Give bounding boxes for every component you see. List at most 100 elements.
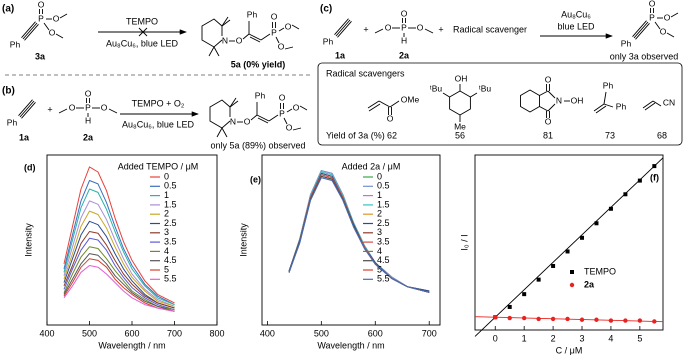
x-tick-label: 600 xyxy=(124,328,139,338)
atom: O xyxy=(279,92,286,102)
x-tick-label: 500 xyxy=(82,328,97,338)
spectrum-line xyxy=(63,166,175,304)
x-axis-title: Wavelength / nm xyxy=(317,340,384,350)
spectrum-line xyxy=(63,220,175,309)
plus: + xyxy=(47,104,52,114)
legend-label: 5.5 xyxy=(377,274,390,284)
atom: O xyxy=(278,41,285,51)
x-tick-label: 700 xyxy=(167,328,182,338)
data-point xyxy=(623,318,628,323)
atom: O xyxy=(49,27,56,37)
data-point xyxy=(536,316,541,322)
data-point xyxy=(551,263,556,268)
scavenger-structure: O O N OH xyxy=(520,74,583,126)
yield-value: 56 xyxy=(455,130,465,140)
legend-label: 3 xyxy=(164,227,169,237)
atom: N xyxy=(556,95,562,105)
atom: O xyxy=(271,11,278,21)
atom: Ph xyxy=(616,101,627,111)
spectrum-line xyxy=(63,231,175,309)
y-axis-title: Intensity xyxy=(23,223,33,257)
legend-label: 4 xyxy=(377,246,382,256)
conditions: Au₈Cu₆, blue LED xyxy=(106,38,178,48)
x-tick-label: 2 xyxy=(551,333,556,343)
data-point xyxy=(623,192,628,197)
atom: N xyxy=(230,116,236,126)
atom: O xyxy=(293,102,300,112)
molecule-1a: Ph 1a xyxy=(7,99,36,142)
atom: O xyxy=(649,0,656,8)
atom: CN xyxy=(663,97,675,107)
atom: Ph xyxy=(10,39,21,49)
panel-label: (e) xyxy=(250,174,261,184)
data-point xyxy=(521,315,527,321)
compound-label: 1a xyxy=(335,50,346,60)
atom: O xyxy=(85,88,92,98)
atom: Ph xyxy=(255,90,266,100)
legend-label: 5 xyxy=(164,264,169,274)
molecule-5a: N O Ph P O O O xyxy=(201,9,300,57)
legend-label: 1 xyxy=(164,190,169,200)
data-point xyxy=(652,319,657,324)
x-tick-label: 400 xyxy=(260,328,275,338)
x-tick-label: 0 xyxy=(493,333,498,343)
data-point xyxy=(580,235,585,240)
atom: OH xyxy=(455,73,468,83)
scavenger-text: Radical scavenger xyxy=(453,24,527,34)
data-point xyxy=(637,178,642,183)
spectrum-line xyxy=(63,253,175,312)
fit-line xyxy=(474,157,664,337)
molecule-2a: O P O O H 2a xyxy=(58,88,118,142)
legend-label: 5 xyxy=(377,264,382,274)
legend-label: 4.5 xyxy=(377,255,390,265)
data-point xyxy=(637,318,643,323)
x-tick-label: 800 xyxy=(209,328,224,338)
scavenger-structure: OH ᵗBu ᵗBu Me xyxy=(430,73,492,131)
atom: O xyxy=(664,12,671,22)
legend-label: 2a xyxy=(584,279,595,289)
x-tick-label: 400 xyxy=(39,328,54,338)
conditions: blue LED xyxy=(557,21,595,31)
legend-label: 0.5 xyxy=(377,181,390,191)
legend-label: 5.5 xyxy=(164,274,177,284)
data-point xyxy=(608,318,614,323)
atom: OMe xyxy=(401,94,420,104)
legend-swatch xyxy=(570,270,574,274)
spectrum-line xyxy=(288,171,430,292)
product-label: only 3a observed xyxy=(610,51,679,61)
atom: O xyxy=(385,22,392,32)
x-axis-title: C / μM xyxy=(556,345,583,355)
legend-label: 3.5 xyxy=(164,236,177,246)
scavenger-structure: CN xyxy=(642,97,675,111)
plus: + xyxy=(363,24,368,34)
data-point xyxy=(594,221,599,226)
legend-label: TEMPO xyxy=(584,266,616,276)
x-tick-label: 500 xyxy=(314,328,329,338)
legend-label: 3 xyxy=(377,227,382,237)
legend-label: 2.5 xyxy=(377,218,390,228)
spectrum-line xyxy=(63,237,175,311)
data-point xyxy=(652,164,657,169)
spectrum-line xyxy=(63,180,175,306)
atom: P xyxy=(279,108,285,118)
yield-value: 81 xyxy=(543,130,553,140)
molecule-2a: O P O O H 2a xyxy=(374,8,434,60)
data-point xyxy=(507,315,512,321)
spectrum-line xyxy=(63,210,175,307)
data-point xyxy=(522,292,527,297)
atom: P xyxy=(649,12,655,22)
legend-title: Added 2a / μM xyxy=(342,161,401,171)
box-title: Radical scavengers xyxy=(326,68,405,78)
atom: O xyxy=(387,113,394,123)
atom: O xyxy=(38,0,45,9)
data-point xyxy=(507,304,512,309)
atom: P xyxy=(401,22,407,32)
conditions: Au₈Cu₆, blue LED xyxy=(122,119,194,129)
spectrum-line xyxy=(63,246,175,311)
data-point xyxy=(550,316,556,322)
atom: O xyxy=(101,102,108,112)
legend-label: 1 xyxy=(377,190,382,200)
spectrum-line xyxy=(63,188,175,306)
scavenger-structure: O OMe xyxy=(367,94,420,123)
